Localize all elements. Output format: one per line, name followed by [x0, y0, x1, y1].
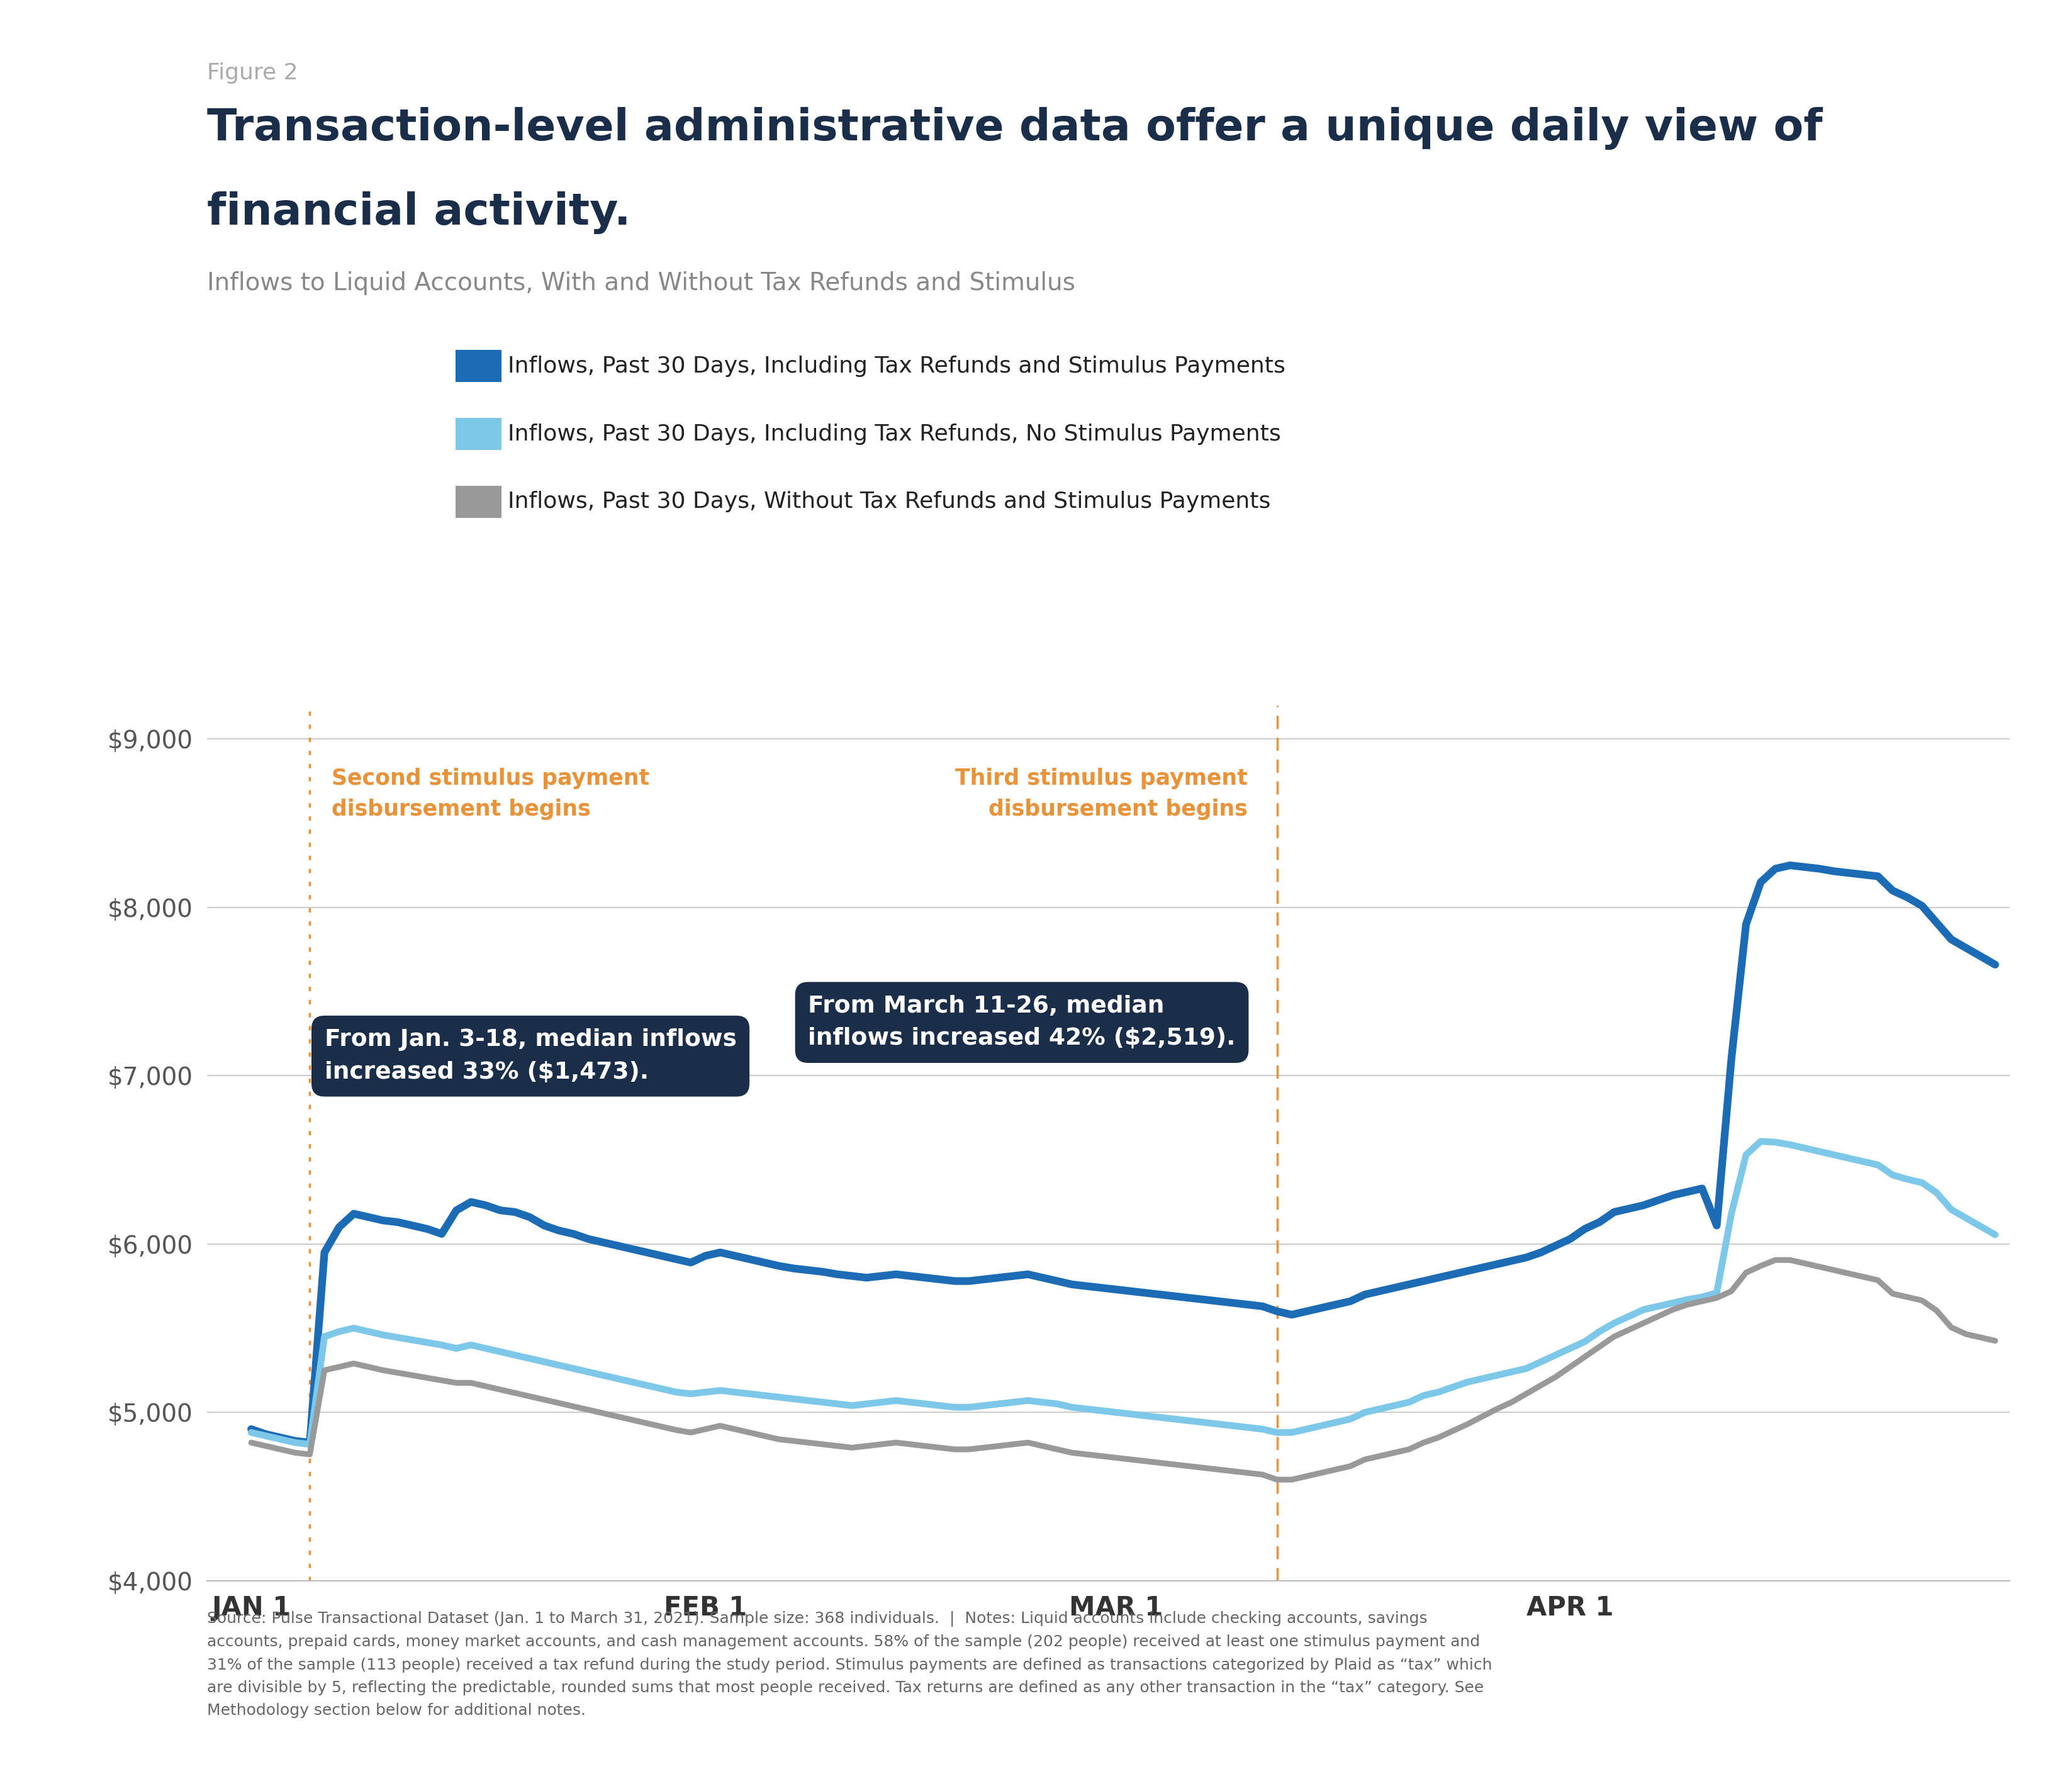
Text: Inflows to Liquid Accounts, With and Without Tax Refunds and Stimulus: Inflows to Liquid Accounts, With and Wit…: [207, 271, 1075, 295]
Text: Second stimulus payment
disbursement begins: Second stimulus payment disbursement beg…: [332, 768, 651, 820]
Text: Inflows, Past 30 Days, Including Tax Refunds, No Stimulus Payments: Inflows, Past 30 Days, Including Tax Ref…: [508, 423, 1280, 445]
Text: financial activity.: financial activity.: [207, 191, 632, 234]
Text: Inflows, Past 30 Days, Without Tax Refunds and Stimulus Payments: Inflows, Past 30 Days, Without Tax Refun…: [508, 491, 1270, 513]
Text: Figure 2: Figure 2: [207, 63, 298, 84]
Text: Transaction-level administrative data offer a unique daily view of: Transaction-level administrative data of…: [207, 107, 1823, 150]
Text: From March 11-26, median
inflows increased 42% ($2,519).: From March 11-26, median inflows increas…: [808, 995, 1235, 1050]
Text: From Jan. 3-18, median inflows
increased 33% ($1,473).: From Jan. 3-18, median inflows increased…: [325, 1029, 736, 1084]
Text: Inflows, Past 30 Days, Including Tax Refunds and Stimulus Payments: Inflows, Past 30 Days, Including Tax Ref…: [508, 355, 1285, 377]
Text: Source: Pulse Transactional Dataset (Jan. 1 to March 31, 2021). Sample size: 368: Source: Pulse Transactional Dataset (Jan…: [207, 1611, 1492, 1718]
Text: Third stimulus payment
disbursement begins: Third stimulus payment disbursement begi…: [955, 768, 1247, 820]
